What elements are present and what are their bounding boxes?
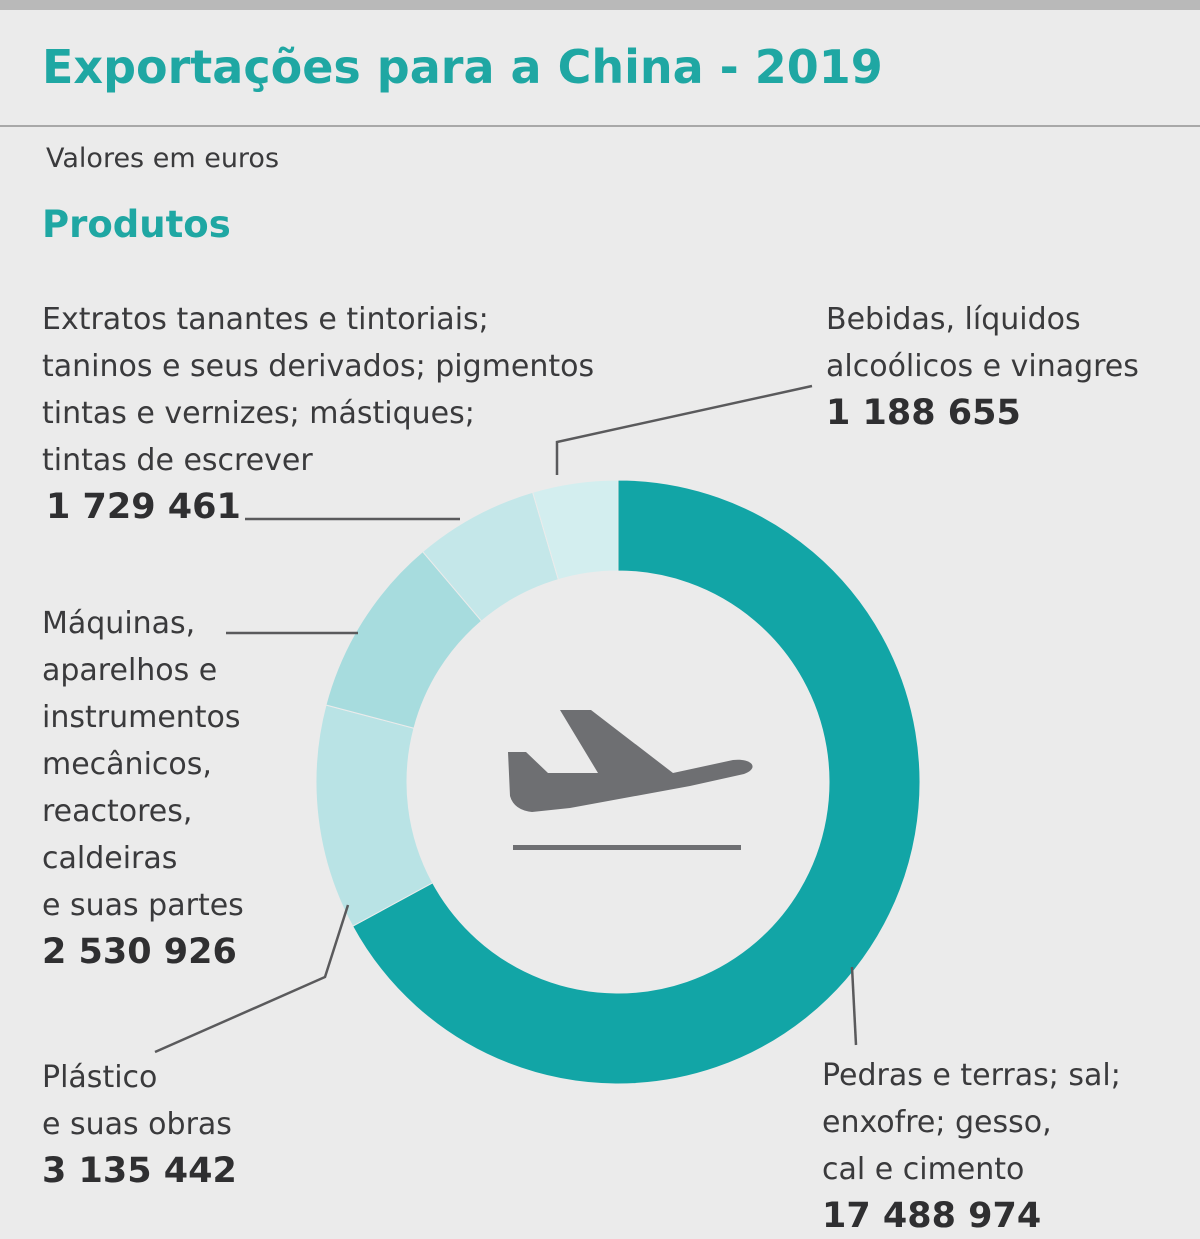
label-pedras-text: Pedras e terras; sal; enxofre; gesso, ca… — [822, 1058, 1121, 1187]
section-title: Produtos — [42, 203, 231, 246]
label-plastico-text: Plástico e suas obras — [42, 1060, 232, 1142]
leader-lines — [154, 384, 858, 1054]
label-plastico-value: 3 135 442 — [42, 1151, 237, 1191]
label-extratos-text: Extratos tanantes e tintoriais; taninos … — [42, 302, 595, 478]
label-bebidas: Bebidas, líquidos alcoólicos e vinagres … — [826, 296, 1139, 436]
label-maquinas-text: Máquinas, aparelhos e instrumentos mecân… — [42, 606, 244, 923]
donut-segments — [315, 479, 921, 1085]
title-divider — [0, 125, 1200, 127]
label-bebidas-text: Bebidas, líquidos alcoólicos e vinagres — [826, 302, 1139, 384]
segment-pedras — [351, 479, 921, 1085]
label-extratos-value: 1 729 461 — [46, 487, 241, 527]
label-bebidas-value: 1 188 655 — [826, 393, 1021, 433]
label-maquinas-value: 2 530 926 — [42, 932, 237, 972]
chart-subtitle: Valores em euros — [46, 143, 280, 174]
top-bar — [0, 0, 1200, 10]
label-extratos: Extratos tanantes e tintoriais; taninos … — [42, 296, 594, 530]
label-pedras: Pedras e terras; sal; enxofre; gesso, ca… — [822, 1052, 1121, 1239]
label-pedras-value: 17 488 974 — [822, 1196, 1042, 1236]
leader-line-bebidas — [555, 384, 813, 475]
label-maquinas: Máquinas, aparelhos e instrumentos mecân… — [42, 600, 244, 975]
chart-title: Exportações para a China - 2019 — [42, 40, 883, 94]
airplane-departure-icon — [508, 710, 753, 850]
segment-bebidas — [532, 479, 619, 581]
leader-line-plastico — [154, 904, 350, 1054]
leader-line-pedras — [850, 966, 858, 1046]
label-plastico: Plástico e suas obras 3 135 442 — [42, 1054, 237, 1194]
